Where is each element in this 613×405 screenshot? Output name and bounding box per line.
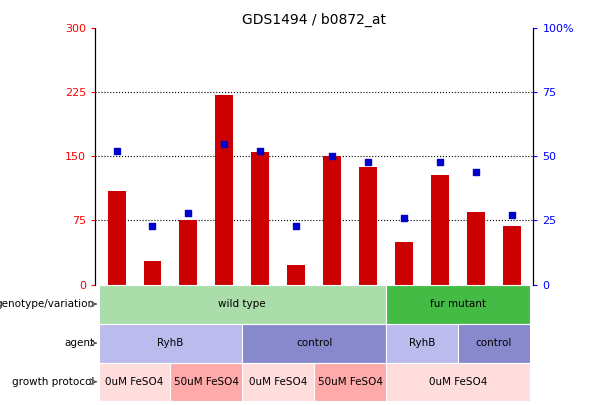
Bar — [170, 362, 242, 401]
Bar — [386, 324, 458, 362]
Bar — [431, 175, 449, 284]
Bar — [99, 362, 170, 401]
Text: 50uM FeSO4: 50uM FeSO4 — [318, 377, 383, 387]
Point — [399, 215, 409, 221]
Bar — [242, 362, 314, 401]
Bar — [458, 324, 530, 362]
Text: 0uM FeSO4: 0uM FeSO4 — [249, 377, 308, 387]
Point — [112, 148, 121, 155]
Text: control: control — [296, 338, 332, 348]
Point — [291, 222, 301, 229]
Bar — [108, 191, 126, 284]
Bar — [99, 324, 242, 362]
Point — [363, 158, 373, 165]
Bar — [503, 226, 520, 284]
Title: GDS1494 / b0872_at: GDS1494 / b0872_at — [242, 13, 386, 27]
Text: agent: agent — [64, 338, 94, 348]
Bar — [386, 362, 530, 401]
Point — [183, 209, 193, 216]
Bar — [99, 284, 386, 324]
Point — [256, 148, 265, 155]
Bar — [467, 212, 485, 284]
Text: 50uM FeSO4: 50uM FeSO4 — [174, 377, 239, 387]
Bar — [314, 362, 386, 401]
Text: genotype/variation: genotype/variation — [0, 299, 94, 309]
Bar — [323, 156, 341, 284]
Point — [148, 222, 158, 229]
Text: 0uM FeSO4: 0uM FeSO4 — [428, 377, 487, 387]
Point — [327, 153, 337, 160]
Point — [507, 212, 517, 219]
Bar — [180, 220, 197, 284]
Point — [219, 141, 229, 147]
Text: RyhB: RyhB — [158, 338, 184, 348]
Point — [435, 158, 445, 165]
Text: fur mutant: fur mutant — [430, 299, 486, 309]
Bar — [386, 284, 530, 324]
Point — [471, 168, 481, 175]
Bar — [395, 242, 413, 284]
Text: 0uM FeSO4: 0uM FeSO4 — [105, 377, 164, 387]
Text: wild type: wild type — [218, 299, 266, 309]
Bar — [215, 95, 234, 284]
Bar — [251, 152, 269, 284]
Bar — [359, 167, 377, 284]
Text: growth protocol: growth protocol — [12, 377, 94, 387]
Text: control: control — [476, 338, 512, 348]
Bar — [287, 265, 305, 284]
Text: RyhB: RyhB — [409, 338, 435, 348]
Bar — [143, 260, 161, 284]
Bar — [242, 324, 386, 362]
